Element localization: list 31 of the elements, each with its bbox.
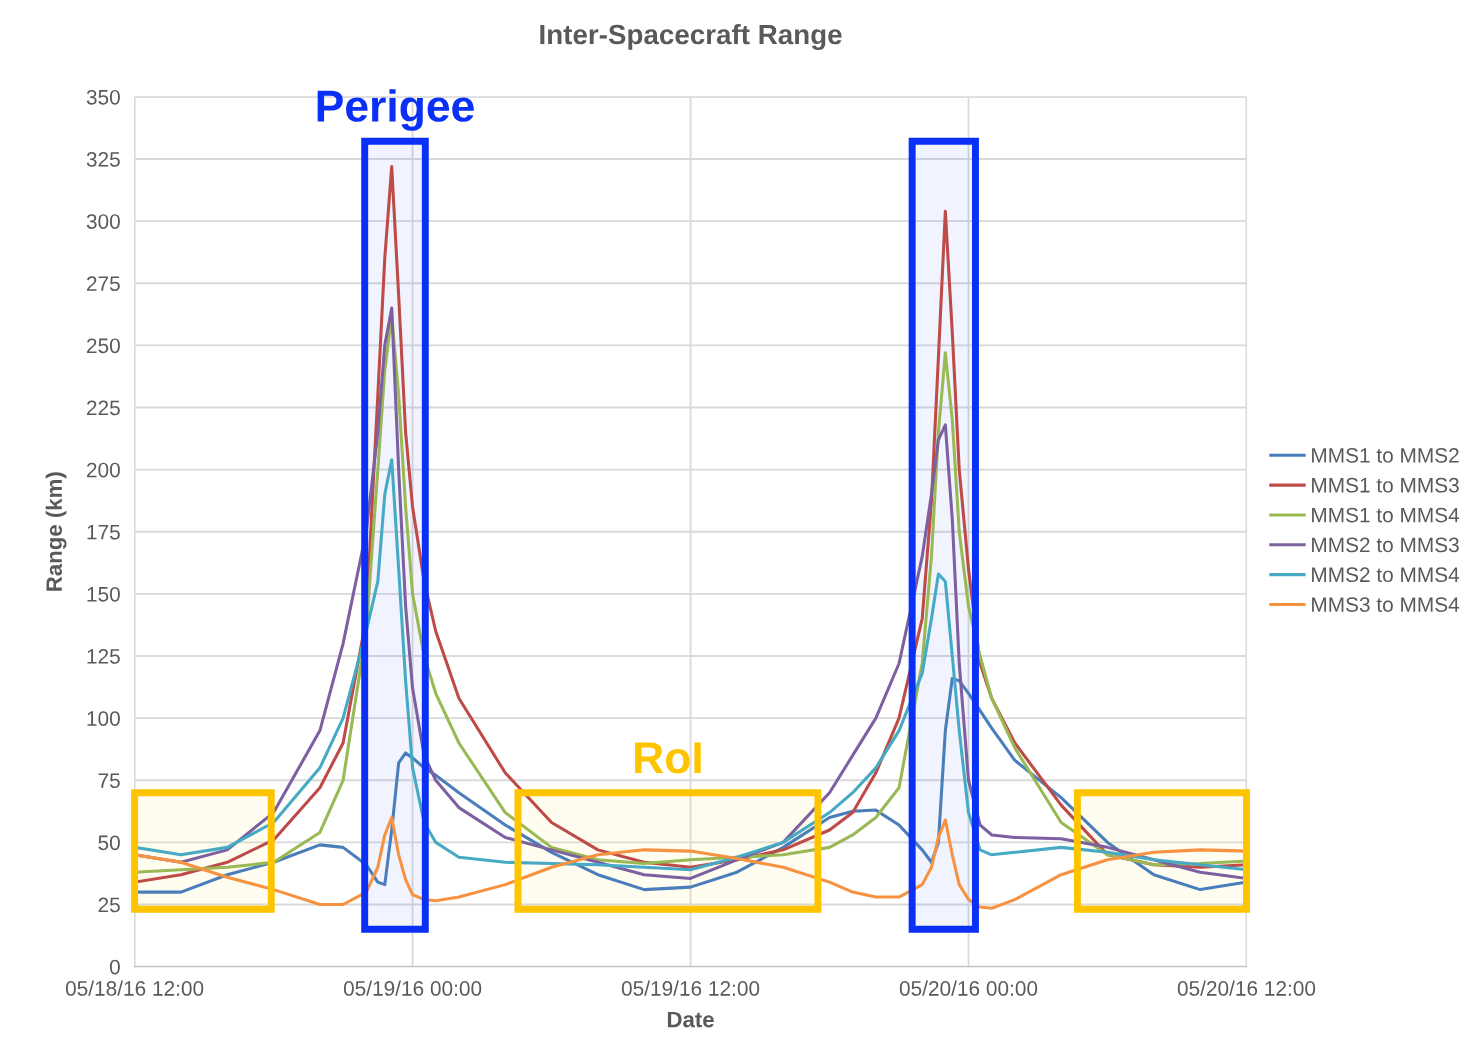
legend-label: MMS2 to MMS3 <box>1312 537 1459 553</box>
band-label: RoI <box>635 742 701 774</box>
y-tick-label: 150 <box>87 586 120 602</box>
y-tick-label: 25 <box>98 897 120 913</box>
y-tick-label: 50 <box>98 835 120 851</box>
legend-label: MMS1 to MMS3 <box>1312 477 1459 493</box>
x-tick-label: 05/19/16 00:00 <box>343 980 482 996</box>
y-tick-label: 175 <box>87 524 120 540</box>
y-tick-label: 200 <box>87 462 120 478</box>
x-tick-label: 05/19/16 12:00 <box>621 980 760 996</box>
y-axis-title: Range (km) <box>45 472 67 591</box>
legend-label: MMS3 to MMS4 <box>1312 597 1460 612</box>
legend-label: MMS1 to MMS4 <box>1312 507 1460 523</box>
y-tick-label: 125 <box>87 649 120 664</box>
y-tick-label: 225 <box>87 400 120 416</box>
y-tick-label: 100 <box>87 711 120 726</box>
legend-label: MMS2 to MMS4 <box>1312 567 1460 583</box>
y-tick-label: 75 <box>98 773 120 789</box>
legend-label: MMS1 to MMS2 <box>1312 448 1459 463</box>
band-label: Perigee <box>317 89 474 131</box>
y-tick-label: 250 <box>87 338 120 354</box>
y-tick-label: 350 <box>86 89 120 105</box>
x-axis-title: Date <box>667 1011 714 1028</box>
y-tick-label: 0 <box>109 959 120 975</box>
x-tick-label: 05/20/16 12:00 <box>1177 980 1316 996</box>
y-tick-label: 300 <box>86 214 120 229</box>
x-tick-label: 05/18/16 12:00 <box>65 980 204 996</box>
chart-title: Inter-Spacecraft Range <box>540 23 842 50</box>
y-tick-label: 325 <box>86 152 120 167</box>
x-tick-label: 05/20/16 00:00 <box>899 980 1038 996</box>
y-tick-label: 275 <box>87 276 120 292</box>
